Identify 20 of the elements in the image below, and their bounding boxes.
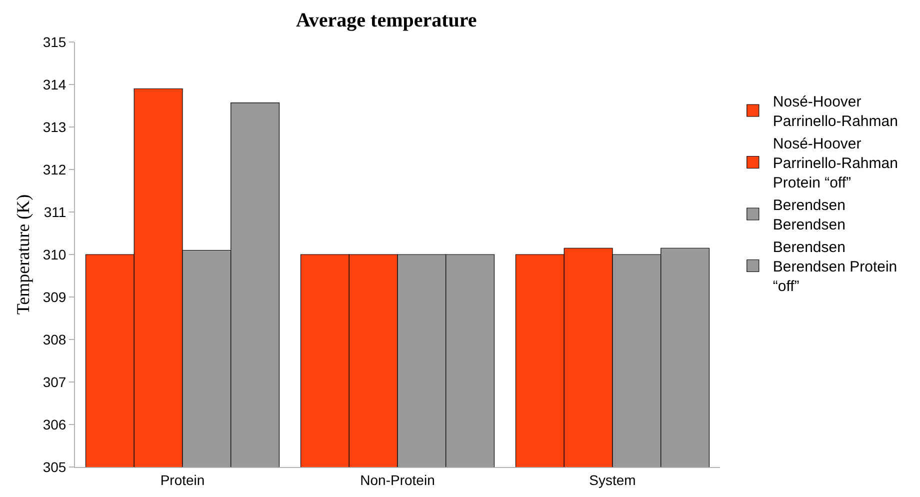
y-tick-label: 305 bbox=[42, 458, 66, 475]
y-tick-label: 309 bbox=[42, 288, 66, 305]
y-tick-label: 312 bbox=[42, 161, 66, 178]
y-tick-label: 314 bbox=[42, 76, 66, 92]
x-tick-label: Protein bbox=[160, 472, 205, 488]
y-axis-title: Temperature (K) bbox=[13, 194, 33, 315]
legend-label: Berendsen Berendsen Protein “off” bbox=[772, 239, 898, 296]
y-tick-label: 306 bbox=[42, 416, 66, 432]
y-tick-label: 308 bbox=[42, 331, 66, 348]
y-tick-label: 311 bbox=[44, 204, 66, 220]
legend-label: Berendsen Berendsen bbox=[772, 197, 846, 234]
chart-title: Average temperature bbox=[296, 9, 477, 32]
legend-label: Nosé-Hoover Parrinello-Rahman bbox=[772, 94, 898, 130]
y-tick-label: 307 bbox=[42, 374, 66, 390]
y-tick-label: 315 bbox=[42, 34, 66, 50]
x-tick-label: Non-Protein bbox=[360, 472, 435, 488]
y-tick-label: 313 bbox=[42, 118, 66, 135]
y-tick-label: 310 bbox=[42, 246, 66, 262]
legend-label: Nosé-Hoover Parrinello-Rahman Protein “off” bbox=[772, 136, 898, 192]
x-tick-label: System bbox=[589, 472, 636, 488]
